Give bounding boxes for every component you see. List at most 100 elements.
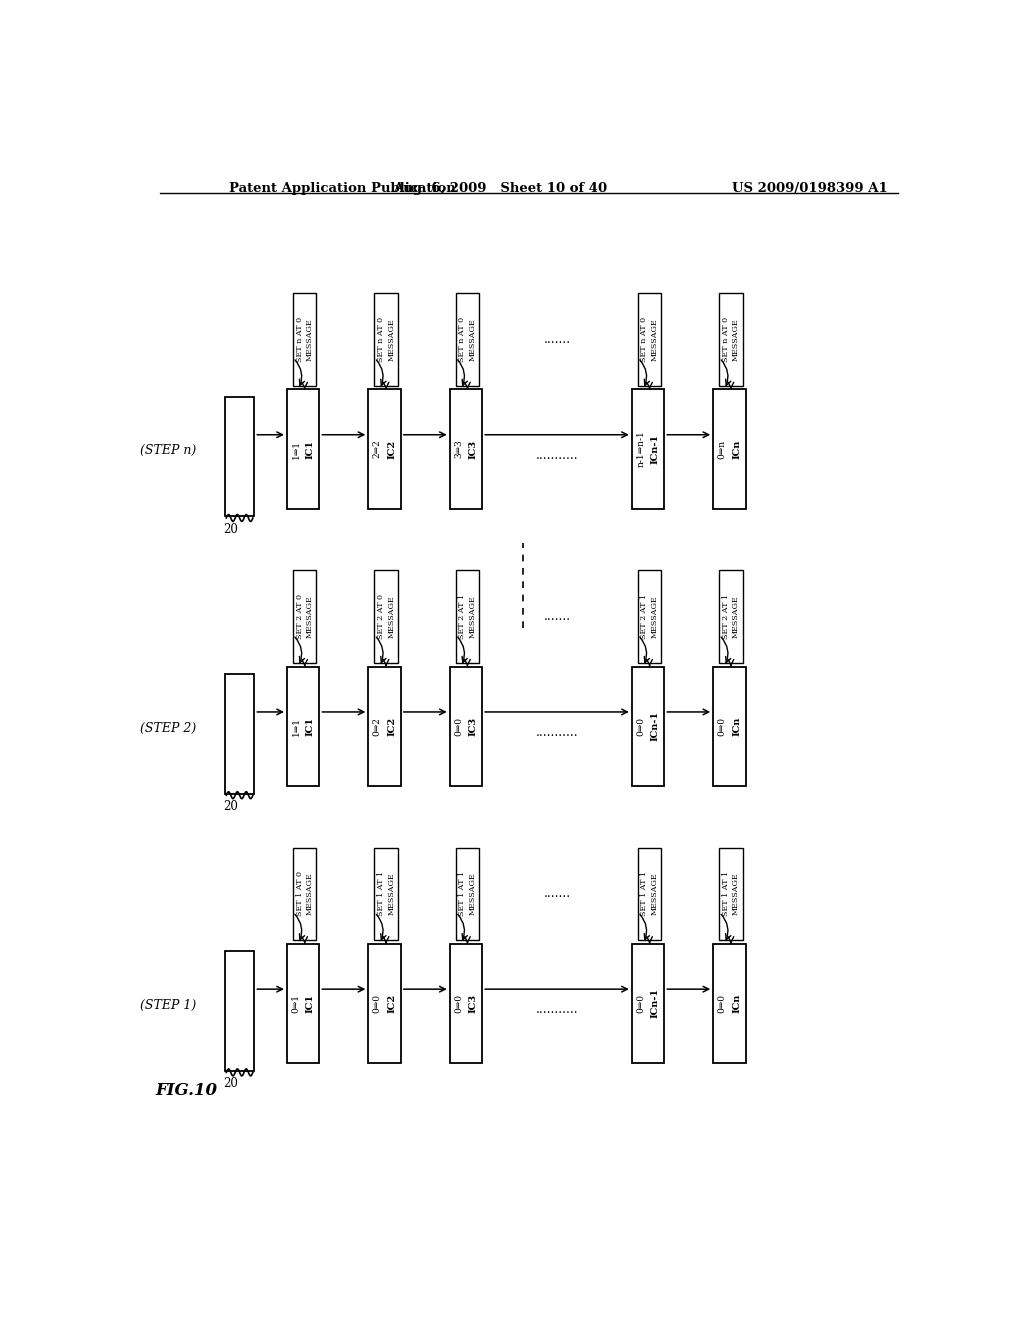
Text: SET n AT 0: SET n AT 0 <box>459 317 466 362</box>
Bar <box>375 570 397 663</box>
Text: SET 1 AT 1: SET 1 AT 1 <box>722 871 730 916</box>
Bar <box>369 389 400 508</box>
Text: MESSAGE: MESSAGE <box>387 595 395 638</box>
Text: MESSAGE: MESSAGE <box>306 318 313 360</box>
Text: SET 2 AT 1: SET 2 AT 1 <box>722 594 730 639</box>
Text: 0⇒0: 0⇒0 <box>718 994 727 1012</box>
Bar <box>375 293 397 385</box>
Text: 0⇒0: 0⇒0 <box>455 717 463 735</box>
Text: 1⇒1: 1⇒1 <box>292 440 300 458</box>
Text: SET n AT 0: SET n AT 0 <box>377 317 385 362</box>
Text: IC3: IC3 <box>469 440 477 458</box>
Bar <box>293 293 316 385</box>
Bar <box>638 847 662 940</box>
Text: .......: ....... <box>544 333 570 346</box>
Bar <box>632 944 665 1063</box>
Text: MESSAGE: MESSAGE <box>387 873 395 915</box>
Text: MESSAGE: MESSAGE <box>650 595 658 638</box>
Text: 20: 20 <box>223 523 239 536</box>
Text: MESSAGE: MESSAGE <box>387 318 395 360</box>
Text: ICn-1: ICn-1 <box>650 434 659 465</box>
Text: IC1: IC1 <box>306 994 314 1012</box>
Text: MESSAGE: MESSAGE <box>469 595 476 638</box>
Bar <box>713 944 745 1063</box>
Text: MESSAGE: MESSAGE <box>732 873 740 915</box>
Text: SET 1 AT 1: SET 1 AT 1 <box>640 871 648 916</box>
Bar <box>456 570 479 663</box>
Text: 0⇒0: 0⇒0 <box>718 717 727 735</box>
Bar <box>638 570 662 663</box>
Text: 20: 20 <box>223 1077 239 1090</box>
Text: ICn-1: ICn-1 <box>650 711 659 742</box>
Text: IC1: IC1 <box>306 440 314 458</box>
Text: n-1⇒n-1: n-1⇒n-1 <box>636 430 645 467</box>
Text: SET 1 AT 1: SET 1 AT 1 <box>459 871 466 916</box>
Text: MESSAGE: MESSAGE <box>469 318 476 360</box>
Text: ...........: ........... <box>536 449 579 462</box>
Bar <box>225 952 254 1071</box>
Text: FIG.10: FIG.10 <box>155 1082 217 1100</box>
Bar <box>456 847 479 940</box>
Text: 0⇒0: 0⇒0 <box>373 994 382 1012</box>
Bar <box>713 389 745 508</box>
Bar <box>293 570 316 663</box>
Bar <box>293 847 316 940</box>
Text: 0⇒0: 0⇒0 <box>455 994 463 1012</box>
Text: 2⇒2: 2⇒2 <box>373 440 382 458</box>
Bar <box>369 667 400 785</box>
Text: (STEP 1): (STEP 1) <box>140 999 197 1011</box>
Text: SET n AT 0: SET n AT 0 <box>296 317 303 362</box>
Text: SET n AT 0: SET n AT 0 <box>722 317 730 362</box>
Text: SET 2 AT 1: SET 2 AT 1 <box>640 594 648 639</box>
Text: 0⇒0: 0⇒0 <box>636 717 645 735</box>
Bar <box>456 293 479 385</box>
Text: ICn-1: ICn-1 <box>650 989 659 1019</box>
Text: SET 2 AT 0: SET 2 AT 0 <box>296 594 303 639</box>
Text: 0⇒1: 0⇒1 <box>292 994 300 1012</box>
Text: MESSAGE: MESSAGE <box>650 318 658 360</box>
Bar <box>287 944 319 1063</box>
Text: Aug. 6, 2009   Sheet 10 of 40: Aug. 6, 2009 Sheet 10 of 40 <box>393 182 607 194</box>
Text: MESSAGE: MESSAGE <box>732 318 740 360</box>
Text: 0⇒0: 0⇒0 <box>636 994 645 1012</box>
Text: SET n AT 0: SET n AT 0 <box>640 317 648 362</box>
Text: ICn: ICn <box>732 717 741 737</box>
Bar <box>713 667 745 785</box>
Bar <box>225 397 254 516</box>
Text: ...........: ........... <box>536 726 579 739</box>
Text: MESSAGE: MESSAGE <box>732 595 740 638</box>
Text: IC3: IC3 <box>469 717 477 735</box>
Text: SET 2 AT 0: SET 2 AT 0 <box>377 594 385 639</box>
Bar <box>719 847 742 940</box>
Text: IC2: IC2 <box>387 717 396 735</box>
Text: SET 1 AT 1: SET 1 AT 1 <box>377 871 385 916</box>
Text: ...........: ........... <box>536 1003 579 1016</box>
Bar <box>369 944 400 1063</box>
Bar <box>719 293 742 385</box>
Text: ICn: ICn <box>732 440 741 459</box>
Text: MESSAGE: MESSAGE <box>650 873 658 915</box>
Text: MESSAGE: MESSAGE <box>306 595 313 638</box>
Text: .......: ....... <box>544 610 570 623</box>
Bar <box>632 389 665 508</box>
Bar <box>450 667 482 785</box>
Text: SET 1 AT 0: SET 1 AT 0 <box>296 871 303 916</box>
Text: MESSAGE: MESSAGE <box>306 873 313 915</box>
Text: 0⇒2: 0⇒2 <box>373 717 382 735</box>
Bar <box>719 570 742 663</box>
Text: 20: 20 <box>223 800 239 813</box>
Text: US 2009/0198399 A1: US 2009/0198399 A1 <box>732 182 888 194</box>
Text: SET 2 AT 1: SET 2 AT 1 <box>459 594 466 639</box>
Text: 0⇒n: 0⇒n <box>718 440 727 458</box>
Text: MESSAGE: MESSAGE <box>469 873 476 915</box>
Text: IC2: IC2 <box>387 994 396 1012</box>
Text: ICn: ICn <box>732 994 741 1014</box>
Bar <box>450 944 482 1063</box>
Text: .......: ....... <box>544 887 570 900</box>
Text: (STEP n): (STEP n) <box>140 445 197 457</box>
Bar <box>287 667 319 785</box>
Bar <box>287 389 319 508</box>
Text: (STEP 2): (STEP 2) <box>140 722 197 734</box>
Text: Patent Application Publication: Patent Application Publication <box>228 182 456 194</box>
Bar <box>450 389 482 508</box>
